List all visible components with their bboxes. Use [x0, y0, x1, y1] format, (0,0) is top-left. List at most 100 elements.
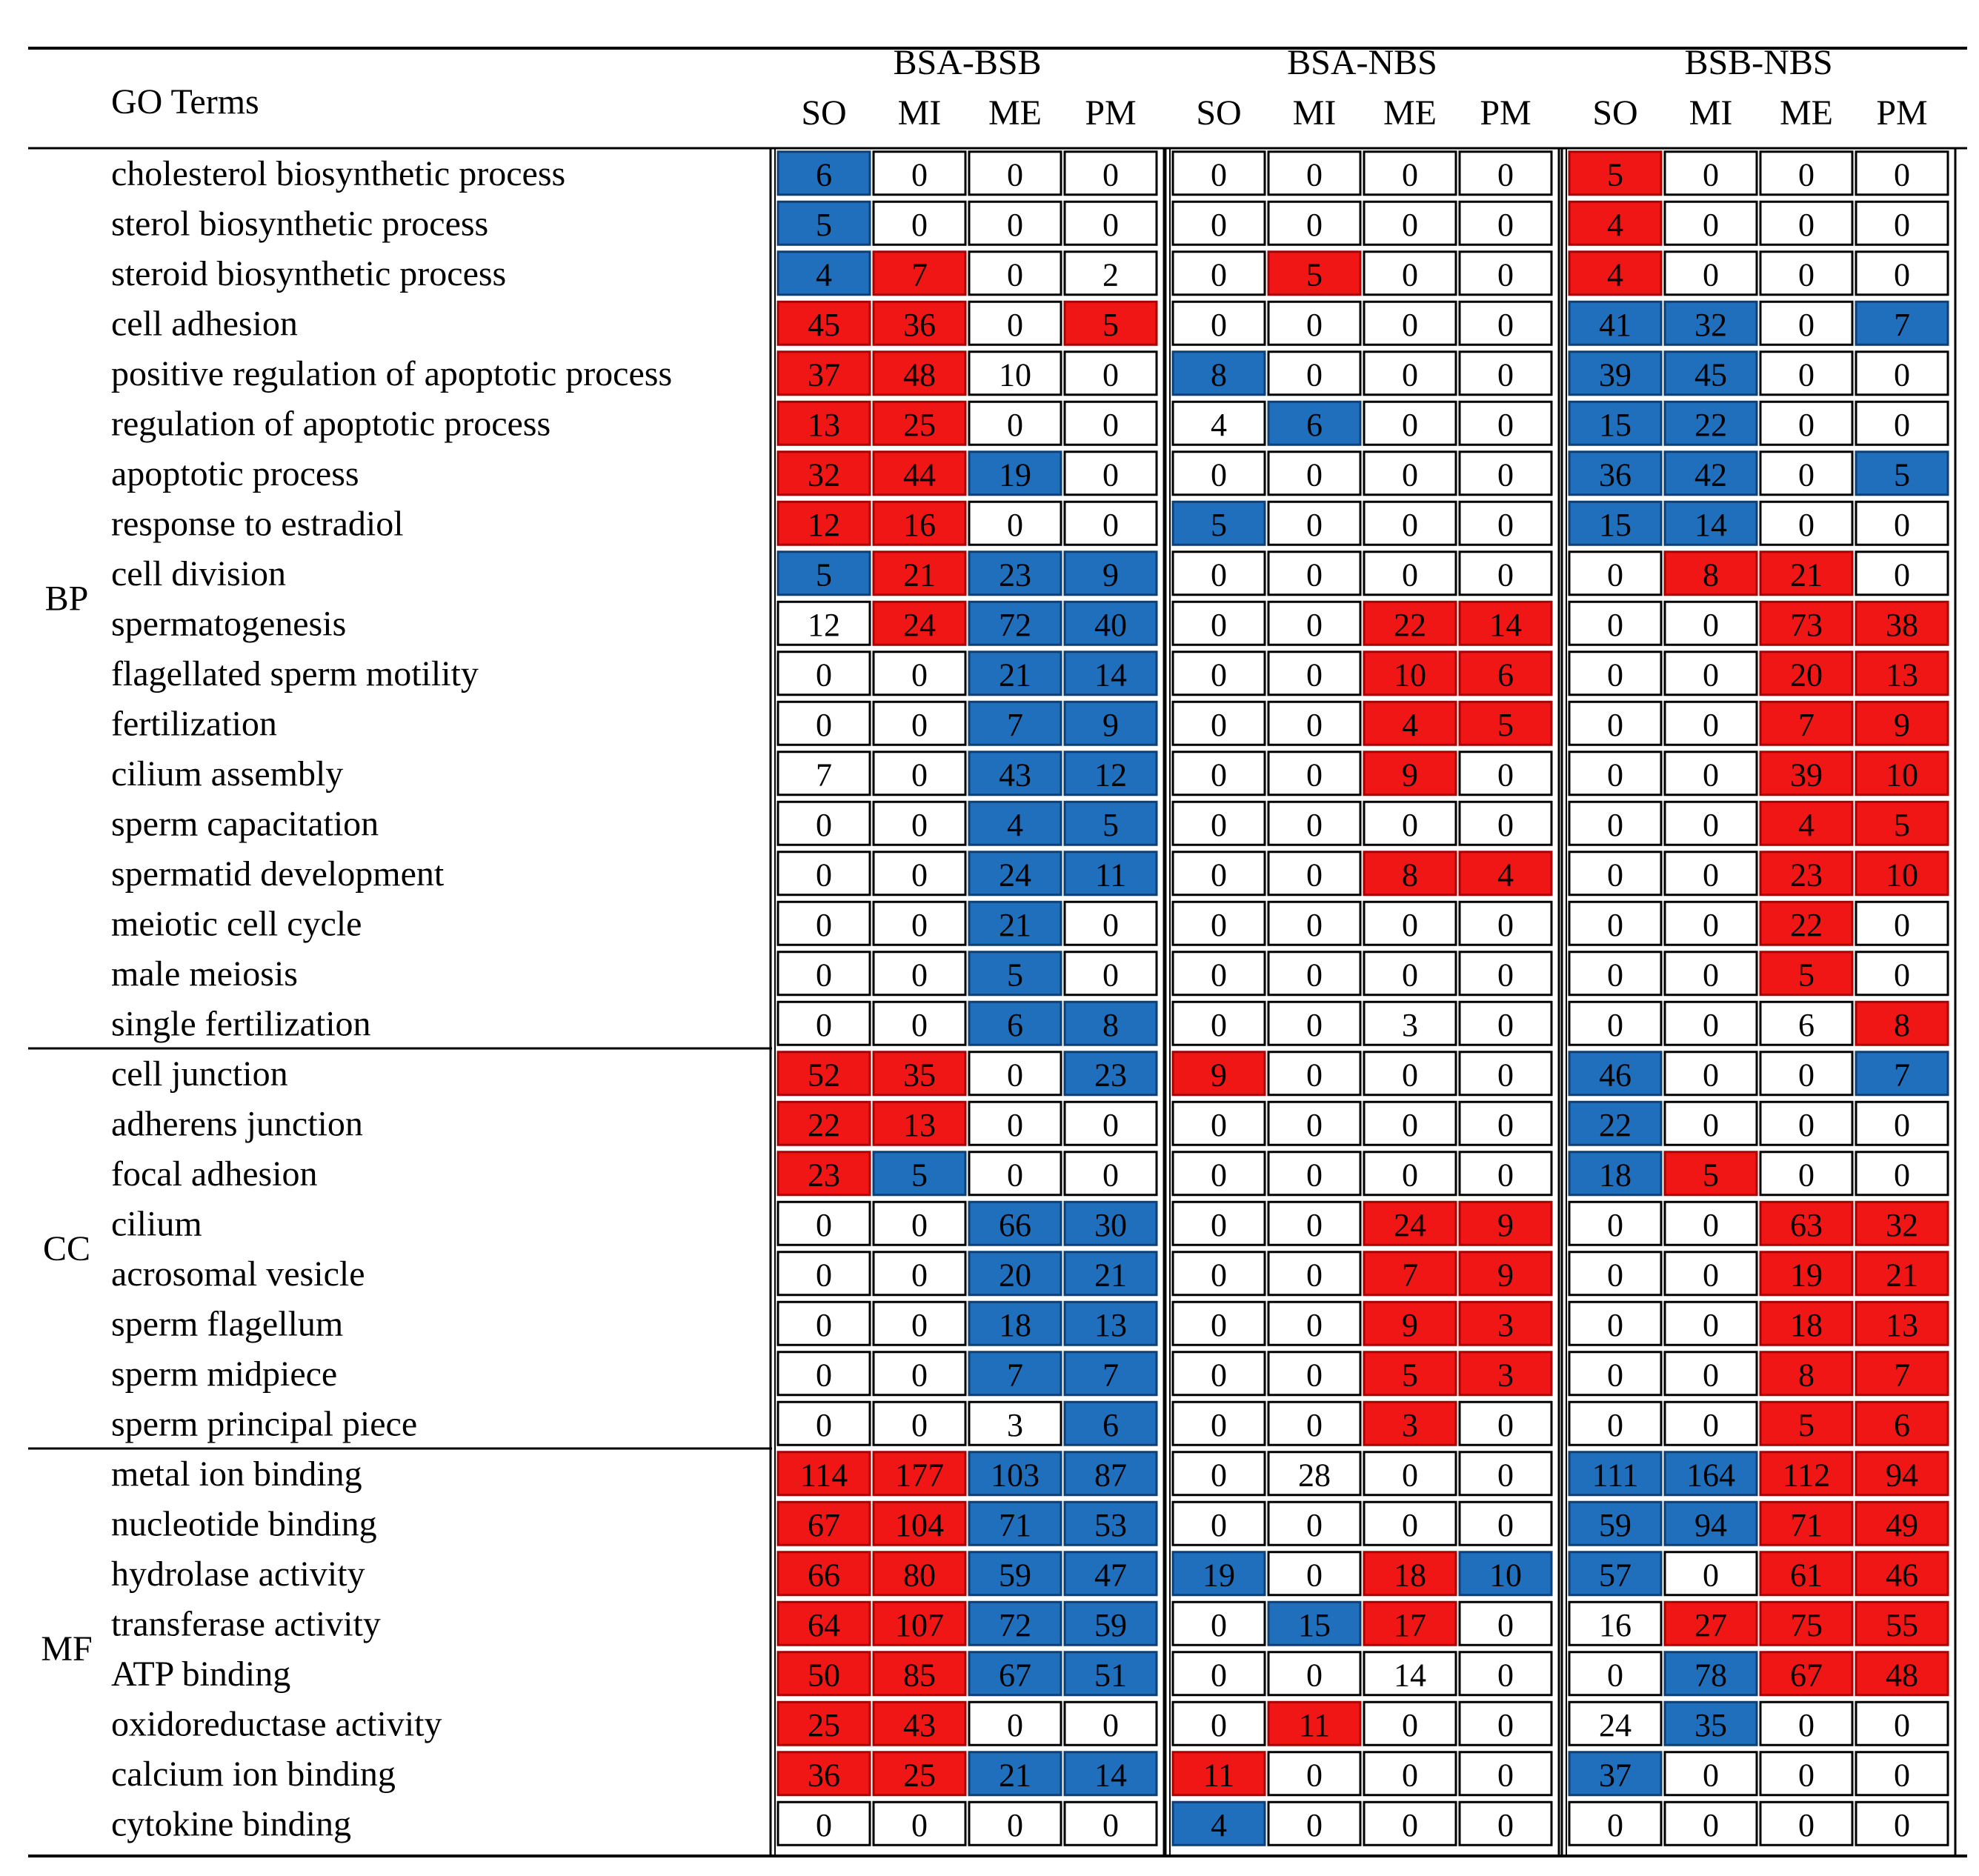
cell-value-label: 66 [999, 1207, 1031, 1243]
heatmap-cell [1568, 900, 1663, 946]
heatmap-cell [1663, 1800, 1758, 1846]
column-header: MI [1293, 93, 1337, 133]
heatmap-cell [968, 400, 1062, 446]
heatmap-cell [968, 1100, 1062, 1146]
heatmap-cell [1759, 1500, 1854, 1546]
heatmap-cell [1568, 150, 1663, 196]
heatmap-cell [1458, 1751, 1553, 1797]
cell-value-label: 0 [1402, 1157, 1418, 1193]
heatmap-cell [1759, 1800, 1854, 1846]
cell-value-label: 75 [1790, 1607, 1823, 1643]
heatmap-cell [1663, 200, 1758, 246]
cell-value-label: 71 [999, 1507, 1031, 1543]
heatmap-cell [776, 1500, 871, 1546]
heatmap-cell [1759, 250, 1854, 296]
heatmap-cell [1855, 651, 1949, 696]
go-terms-header: GO Terms [111, 82, 259, 122]
heatmap-cell [1063, 900, 1158, 946]
cell-value-label: 0 [1102, 456, 1119, 493]
cell-value-label: 20 [1790, 656, 1823, 693]
cell-value-label: 9 [1102, 556, 1119, 593]
cell-value-label: 0 [1102, 356, 1119, 393]
heatmap-cell [1855, 1451, 1949, 1497]
heatmap-cell [1759, 450, 1854, 496]
heatmap-cell [1568, 1600, 1663, 1646]
heatmap-cell [1363, 1100, 1457, 1146]
cell-value-label: 0 [1211, 1257, 1227, 1293]
cell-value-label: 21 [1094, 1257, 1127, 1293]
heatmap-cell [1267, 1651, 1362, 1697]
heatmap-cell [1855, 1800, 1949, 1846]
cell-value-label: 0 [1798, 456, 1815, 493]
heatmap-cell [872, 751, 967, 796]
heatmap-cell [1267, 1151, 1362, 1197]
heatmap-cell [1663, 1500, 1758, 1546]
heatmap-cell [1568, 1051, 1663, 1097]
go-term-label: transferase activity [111, 1604, 381, 1643]
heatmap-cell [1171, 1651, 1266, 1697]
heatmap-cell [1267, 300, 1362, 346]
cell-value-label: 13 [903, 1107, 936, 1143]
cell-value-label: 8 [1402, 856, 1418, 893]
heatmap-cell [776, 350, 871, 396]
heatmap-cell [968, 1800, 1062, 1846]
heatmap-cell [1267, 1600, 1362, 1646]
cell-value-label: 14 [1489, 607, 1522, 643]
heatmap-cell [1855, 1300, 1949, 1346]
heatmap-cell [1458, 1451, 1553, 1497]
cell-value-label: 0 [1211, 1007, 1227, 1043]
heatmap-cell [872, 551, 967, 596]
column-header: SO [1196, 93, 1241, 133]
heatmap-cell [1855, 700, 1949, 746]
heatmap-cell [1363, 1500, 1457, 1546]
heatmap-cell [1855, 150, 1949, 196]
heatmap-cell [1063, 1000, 1158, 1046]
go-term-label: focal adhesion [111, 1154, 318, 1194]
cell-value-label: 0 [1607, 907, 1623, 943]
cell-value-label: 0 [1894, 1107, 1910, 1143]
heatmap-cell [1171, 1200, 1266, 1246]
cell-value-label: 107 [895, 1607, 944, 1643]
column-header: PM [1876, 93, 1927, 133]
heatmap-cell [1267, 951, 1362, 997]
cell-value-label: 67 [808, 1507, 840, 1543]
group-title: BSB-NBS [1684, 43, 1832, 82]
column-header: ME [1383, 93, 1437, 133]
cell-value-label: 0 [1211, 1707, 1227, 1743]
cell-value-label: 0 [1402, 207, 1418, 243]
heatmap-cell [776, 851, 871, 897]
heatmap-cell [968, 450, 1062, 496]
heatmap-cell [1363, 1400, 1457, 1446]
cell-value-label: 0 [1798, 307, 1815, 343]
heatmap-cell [1171, 200, 1266, 246]
cell-value-label: 64 [808, 1607, 840, 1643]
heatmap-cell [872, 450, 967, 496]
cell-value-label: 0 [816, 656, 832, 693]
go-term-label: male meiosis [111, 954, 298, 994]
heatmap-cell [968, 1300, 1062, 1346]
heatmap-cell [1171, 500, 1266, 546]
go-term-label: apoptotic process [111, 454, 359, 493]
heatmap-cell [1063, 1151, 1158, 1197]
heatmap-cell [1267, 1551, 1362, 1597]
heatmap-cell [968, 1500, 1062, 1546]
cell-value-label: 0 [1402, 807, 1418, 843]
cell-value-label: 0 [1306, 1507, 1323, 1543]
cell-value-label: 5 [1607, 156, 1623, 193]
heatmap-cell [776, 1600, 871, 1646]
cell-value-label: 9 [1497, 1257, 1514, 1293]
cell-value-label: 24 [903, 607, 936, 643]
heatmap-cell [1568, 851, 1663, 897]
cell-value-label: 0 [1402, 156, 1418, 193]
cell-value-label: 0 [1306, 656, 1323, 693]
cell-value-label: 10 [1489, 1557, 1522, 1593]
heatmap-cell [1267, 250, 1362, 296]
cell-value-label: 0 [1798, 1757, 1815, 1793]
heatmap-cell [1063, 800, 1158, 846]
cell-value-label: 13 [1886, 656, 1918, 693]
go-term-label: sperm capacitation [111, 804, 379, 843]
cell-value-label: 5 [816, 207, 832, 243]
heatmap-cell [1267, 1451, 1362, 1497]
heatmap-cell [1759, 1300, 1854, 1346]
cell-value-label: 0 [1607, 1807, 1623, 1843]
